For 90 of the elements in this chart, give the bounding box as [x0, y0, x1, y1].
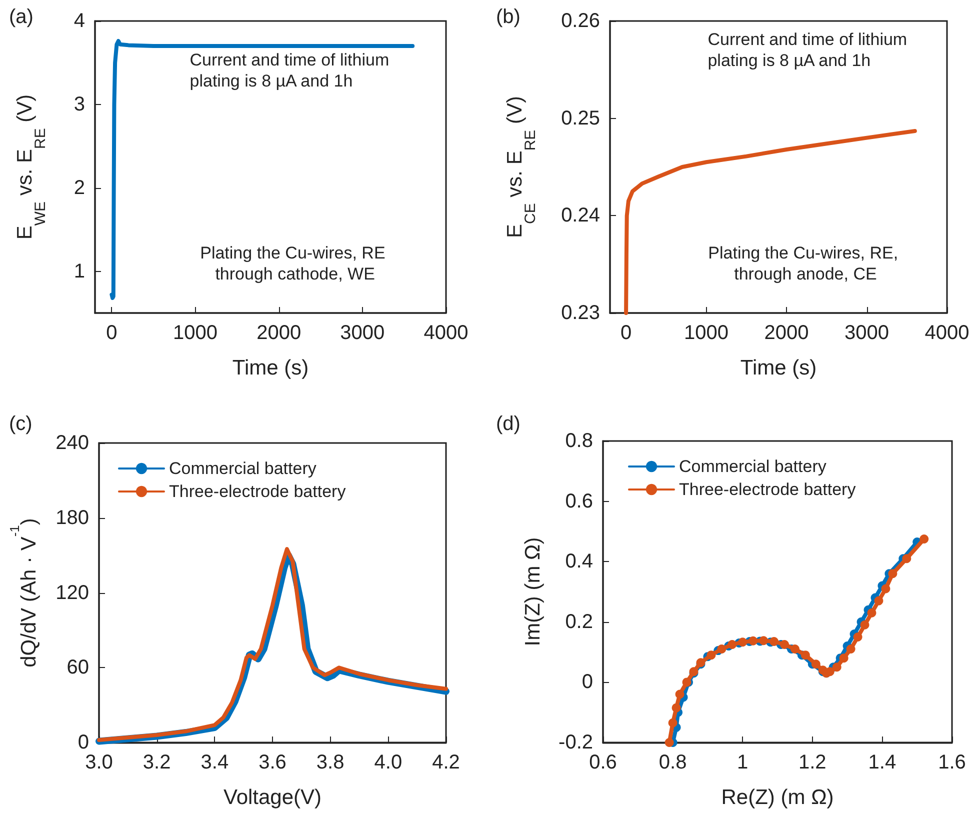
legend-label: Commercial battery: [169, 459, 317, 478]
point: [881, 584, 890, 594]
x-axis-title: Time (s): [740, 356, 817, 380]
x-tick-label: 3000: [844, 322, 890, 344]
point: [738, 638, 748, 647]
y-tick-label: 4: [74, 10, 85, 32]
x-tick-label: 4000: [424, 322, 468, 344]
y-axis-title: ECE vs. ERE (V): [504, 96, 539, 238]
point: [874, 596, 884, 606]
x-tick-label: 0.6: [589, 752, 617, 774]
line-series: [624, 128, 917, 315]
y-tick-label: 0.6: [565, 490, 593, 512]
x-tick-label: 3.4: [200, 752, 229, 774]
legend-label: Three-electrode battery: [679, 480, 856, 499]
y-tick-label: 0.26: [561, 10, 600, 32]
x-tick-label: 3.8: [316, 752, 344, 774]
x-tick-label: 4.0: [374, 752, 402, 774]
x-tick-label: 1000: [684, 322, 729, 344]
x-tick-label: 2000: [764, 322, 809, 344]
y-axis-title: EWE vs. ERE (V): [14, 94, 49, 240]
x-tick-label: 1.2: [798, 752, 826, 774]
y-tick-label: 240: [56, 432, 89, 454]
point: [853, 632, 862, 642]
point: [780, 640, 789, 650]
y-tick-label: 60: [66, 656, 89, 679]
point: [706, 650, 716, 660]
x-tick-label: 1: [737, 752, 748, 774]
y-tick-label: -0.2: [558, 732, 593, 754]
x-tick-label: 1.4: [868, 752, 896, 774]
y-tick-label: 0.8: [565, 430, 593, 452]
x-tick-label: 2000: [256, 322, 302, 344]
point: [664, 738, 674, 747]
point: [800, 650, 810, 660]
x-tick-label: 3.2: [142, 752, 171, 774]
x-tick-label: 0.8: [658, 752, 687, 774]
x-axis-title: Time (s): [232, 356, 309, 380]
legend-label: Commercial battery: [679, 457, 827, 476]
point: [839, 654, 848, 663]
y-tick-label: 0: [78, 732, 89, 754]
annotation: Plating the Cu-wires, RE, through anode, CE: [708, 243, 903, 284]
point: [717, 644, 726, 654]
point: [860, 620, 870, 630]
chart-title: (d): [496, 413, 520, 435]
point: [759, 636, 768, 646]
x-tick-label: 0: [620, 322, 632, 344]
x-axis-title: Voltage(V): [223, 786, 322, 809]
x-tick-label: 0: [106, 322, 118, 344]
annotation: Plating the Cu-wires, RE through cathode, WE: [200, 243, 390, 284]
x-tick-label: 3.6: [258, 752, 286, 774]
point: [920, 534, 929, 544]
y-axis-title: Im(Z) (m Ω): [522, 537, 544, 646]
y-tick-label: 0.23: [561, 302, 600, 324]
y-tick-label: 0.24: [561, 204, 600, 227]
chart-title: (a): [9, 6, 34, 28]
point: [675, 690, 684, 699]
legend-label: Three-electrode battery: [169, 482, 346, 501]
x-tick-label: 1.6: [938, 752, 966, 774]
x-tick-label: 3.0: [85, 752, 113, 774]
point: [846, 644, 856, 654]
y-tick-label: 2: [74, 176, 85, 199]
x-tick-label: 1000: [173, 322, 218, 344]
point: [668, 718, 678, 728]
y-tick-label: 0.4: [565, 550, 593, 573]
point: [811, 660, 820, 669]
point: [888, 569, 898, 578]
y-tick-label: 180: [56, 506, 89, 529]
point: [867, 608, 876, 618]
y-tick-label: 120: [56, 582, 89, 604]
point: [832, 662, 842, 672]
y-axis-title: dQ/dV (Ah · V-1): [7, 518, 40, 668]
point: [902, 554, 912, 564]
point: [790, 644, 800, 654]
y-tick-label: 3: [74, 93, 85, 116]
point: [770, 637, 779, 646]
y-tick-label: 0: [582, 671, 593, 694]
annotation: Current and time of lithium plating is 8 µA and 1h: [708, 30, 912, 70]
point: [672, 703, 681, 712]
y-tick-label: 1: [74, 260, 85, 282]
line-series: [110, 39, 415, 300]
x-tick-label: 3000: [340, 322, 385, 344]
chart-title: (b): [496, 6, 520, 28]
x-tick-label: 4000: [924, 322, 970, 344]
y-tick-label: 0.25: [561, 107, 600, 130]
annotation: Current and time of lithium plating is 8 µA and 1h: [190, 50, 394, 91]
x-tick-label: 4.2: [432, 752, 460, 774]
chart-title: (c): [9, 413, 32, 435]
point: [728, 640, 737, 650]
point: [748, 636, 758, 646]
y-tick-label: 0.2: [565, 610, 593, 633]
x-axis-title: Re(Z) (m Ω): [721, 786, 834, 809]
